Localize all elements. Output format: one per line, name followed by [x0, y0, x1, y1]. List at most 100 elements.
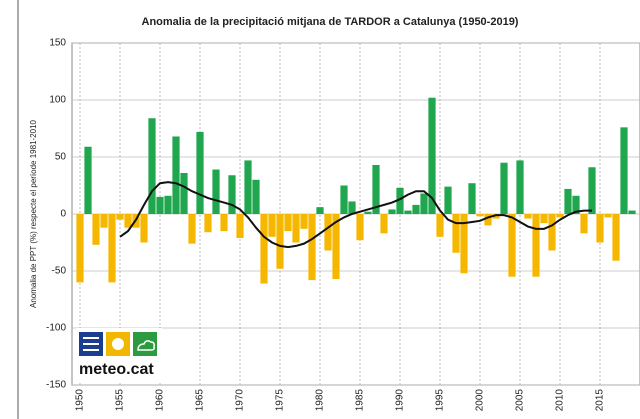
y-tick-label: -100 — [46, 323, 66, 334]
x-tick-label: 1980 — [315, 389, 326, 412]
bar — [276, 214, 284, 269]
x-tick-label: 1950 — [75, 389, 86, 412]
bar — [420, 193, 428, 214]
bar — [124, 214, 132, 228]
x-tick-label: 1985 — [355, 389, 366, 412]
bar — [100, 214, 108, 228]
bar — [140, 214, 148, 243]
y-axis-label: Anomalia de PPT (%) respecte el període … — [29, 119, 38, 308]
bar — [164, 195, 172, 214]
bar — [244, 160, 252, 214]
y-tick-label: 150 — [49, 38, 66, 49]
bar — [92, 214, 100, 245]
bar — [84, 146, 92, 214]
x-tick-label: 1955 — [115, 389, 126, 412]
logo-icon — [112, 338, 124, 350]
logo-icon — [133, 332, 157, 356]
y-tick-label: -50 — [52, 266, 67, 277]
bar — [516, 160, 524, 214]
x-tick-label: 2015 — [595, 389, 606, 412]
bar — [492, 214, 500, 219]
bar — [532, 214, 540, 277]
bar — [292, 214, 300, 243]
bar — [468, 183, 476, 214]
x-tick-label: 1965 — [195, 389, 206, 412]
x-tick-label: 2010 — [555, 389, 566, 412]
bar — [284, 214, 292, 232]
bar — [588, 167, 596, 214]
bar — [500, 162, 508, 214]
bar — [404, 210, 412, 214]
bar — [364, 211, 372, 214]
bar — [180, 172, 188, 214]
x-tick-label: 2005 — [515, 389, 526, 412]
bar — [596, 214, 604, 243]
bar — [372, 164, 380, 214]
bar — [212, 169, 220, 214]
bar — [476, 214, 484, 217]
y-tick-label: 100 — [49, 95, 66, 106]
bar — [156, 196, 164, 214]
bar — [604, 214, 612, 218]
bar — [524, 214, 532, 219]
bar — [564, 188, 572, 214]
bar — [556, 214, 564, 218]
bar — [340, 185, 348, 214]
bar — [444, 186, 452, 214]
bar — [300, 214, 308, 229]
bar — [332, 214, 340, 279]
bar — [428, 97, 436, 214]
bar — [252, 179, 260, 214]
bar — [228, 175, 236, 214]
bar — [452, 214, 460, 253]
bar — [236, 214, 244, 238]
bar — [548, 214, 556, 251]
x-tick-label: 1975 — [275, 389, 286, 412]
bar — [412, 204, 420, 214]
x-tick-label: 1990 — [395, 389, 406, 412]
x-tick-label: 1995 — [435, 389, 446, 412]
x-tick-label: 1970 — [235, 389, 246, 412]
bar — [580, 214, 588, 234]
y-tick-label: -150 — [46, 380, 66, 391]
logo-text: meteo.cat — [79, 361, 154, 378]
bar — [388, 209, 396, 214]
bar — [324, 214, 332, 251]
bar — [540, 214, 548, 224]
bar — [612, 214, 620, 261]
bar — [76, 214, 84, 283]
x-tick-label: 2000 — [475, 389, 486, 412]
logo: meteo.cat — [76, 328, 162, 382]
bar — [436, 214, 444, 237]
bar — [508, 214, 516, 277]
y-tick-label: 50 — [55, 152, 67, 163]
bar — [620, 127, 628, 214]
bar — [628, 210, 636, 214]
bar — [196, 131, 204, 214]
chart-title: Anomalia de la precipitació mitjana de T… — [142, 16, 519, 28]
bar — [316, 207, 324, 214]
trend-line — [119, 181, 592, 249]
bar — [460, 214, 468, 274]
bar — [268, 214, 276, 237]
bar — [148, 118, 156, 214]
bar — [308, 214, 316, 281]
bars — [76, 97, 636, 284]
y-tick-label: 0 — [60, 209, 66, 220]
bar — [348, 201, 356, 214]
bar — [484, 214, 492, 226]
x-tick-label: 1960 — [155, 389, 166, 412]
bar — [380, 214, 388, 234]
bar — [260, 214, 268, 284]
bar — [172, 136, 180, 214]
bar — [396, 187, 404, 214]
bar — [220, 214, 228, 232]
bar — [204, 214, 212, 233]
bar — [108, 214, 116, 283]
bar — [356, 214, 364, 241]
bar — [116, 214, 124, 220]
bar — [188, 214, 196, 244]
bar — [572, 195, 580, 214]
